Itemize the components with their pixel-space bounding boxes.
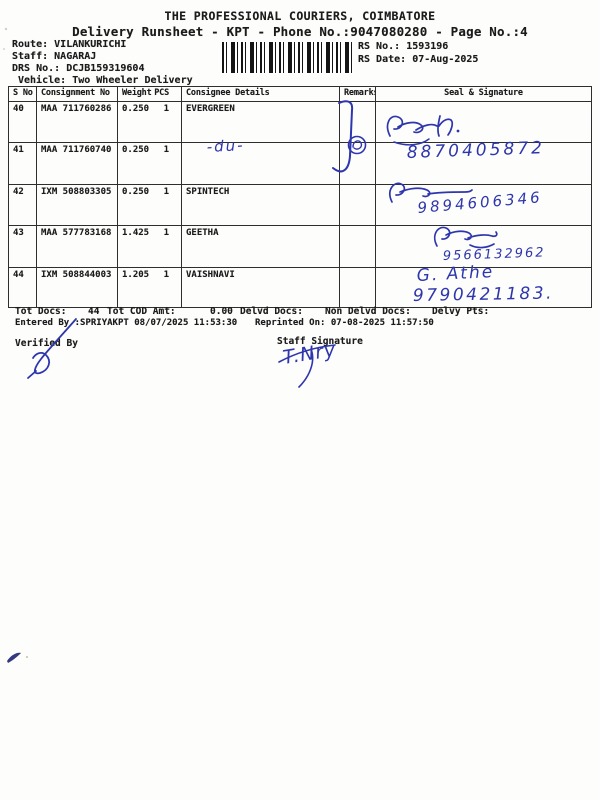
cell-consignment: IXM 508844003 (36, 267, 118, 308)
cell-weight-pcs: 1.425 1 (117, 225, 182, 268)
cell-seal-signature (375, 267, 592, 308)
cell-remarks (339, 267, 376, 308)
col-consignee: Consignee Details (181, 86, 340, 102)
ink-smudge-mark (7, 652, 21, 663)
staff-signature-label: Staff Signature (277, 336, 363, 347)
cell-remarks (339, 101, 376, 143)
col-weight: Weight (122, 88, 152, 98)
reprinted-on-text: Reprinted On: 07-08-2025 11:57:50 (255, 318, 434, 328)
cell-sno: 44 (8, 267, 37, 308)
cell-seal-signature (375, 225, 592, 268)
col-consignment: Consignment No (36, 86, 118, 102)
staff-signature-flourish (278, 344, 336, 388)
cell-pcs: 1 (163, 270, 169, 280)
col-weight-pcs: Weight PCS (117, 86, 182, 102)
staff-label: Staff: (12, 51, 49, 62)
scan-speck (26, 656, 28, 658)
cell-weight: 0.250 (122, 145, 150, 155)
cell-sno: 40 (8, 101, 37, 143)
cell-seal-signature (375, 101, 592, 143)
cell-consignee: EVERGREEN (181, 101, 340, 143)
cell-consignment: IXM 508803305 (36, 184, 118, 226)
cell-sno: 41 (8, 142, 37, 185)
cell-pcs: 1 (163, 187, 169, 197)
cell-weight-pcs: 1.205 1 (117, 267, 182, 308)
vehicle-value: Two Wheeler Delivery (72, 75, 193, 86)
col-seal-signature: Seal & Signature (375, 86, 592, 102)
rs-no-value: 1593196 (406, 41, 449, 52)
cell-seal-signature (375, 142, 592, 185)
cell-consignment: MAA 711760286 (36, 101, 118, 143)
cell-weight-pcs: 0.250 1 (117, 142, 182, 185)
cell-remarks (339, 142, 376, 185)
table-row: 42 IXM 508803305 0.250 1 SPINTECH (8, 184, 592, 226)
cell-consignee (181, 142, 340, 185)
cell-remarks (339, 225, 376, 268)
cell-sno: 43 (8, 225, 37, 268)
cell-pcs: 1 (163, 145, 169, 155)
table-row: 44 IXM 508844003 1.205 1 VAISHNAVI (8, 267, 592, 308)
tot-cod-value: 0.00 (210, 306, 233, 317)
cell-weight: 0.250 (122, 104, 150, 114)
vehicle-line: Vehicle: Two Wheeler Delivery (18, 75, 193, 86)
cell-consignment: MAA 577783168 (36, 225, 118, 268)
route-line: Route: VILANKURICHI (12, 39, 126, 50)
drs-value: DCJB159319604 (66, 63, 145, 74)
runsheet-subtitle: Delivery Runsheet - KPT - Phone No.:9047… (72, 24, 528, 39)
cell-weight-pcs: 0.250 1 (117, 184, 182, 226)
drs-label: DRS No.: (12, 63, 61, 74)
drs-line: DRS No.: DCJB159319604 (12, 63, 144, 74)
route-label: Route: (12, 39, 49, 50)
verified-by-label: Verified By (15, 338, 78, 349)
col-remarks: Remarks (339, 86, 376, 102)
delvd-docs-label: Delvd Docs: (240, 306, 303, 317)
col-sno: S No (8, 86, 37, 102)
cell-pcs: 1 (163, 228, 169, 238)
cell-weight: 1.425 (122, 228, 150, 238)
cell-weight: 1.205 (122, 270, 150, 280)
rs-date-line: RS Date: 07-Aug-2025 (358, 54, 478, 65)
company-title: THE PROFESSIONAL COURIERS, COIMBATORE (164, 9, 436, 23)
cell-weight-pcs: 0.250 1 (117, 101, 182, 143)
cell-consignee: VAISHNAVI (181, 267, 340, 308)
table-header-row: S No Consignment No Weight PCS Consignee … (8, 86, 592, 102)
staff-line: Staff: NAGARAJ (12, 51, 96, 62)
cell-remarks (339, 184, 376, 226)
entered-by-text: Entered By :SPRIYAKPT 08/07/2025 11:53:3… (15, 318, 238, 328)
rs-no-label: RS No.: (358, 41, 401, 52)
staff-value: NAGARAJ (54, 51, 97, 62)
entered-line: Entered By :SPRIYAKPT 08/07/2025 11:53:3… (0, 318, 600, 330)
cell-weight: 0.250 (122, 187, 150, 197)
cell-consignee: GEETHA (181, 225, 340, 268)
scan-speck (3, 48, 5, 50)
table-row: 41 MAA 711760740 0.250 1 (8, 142, 592, 185)
cell-seal-signature (375, 184, 592, 226)
barcode (221, 41, 354, 74)
table-row: 40 MAA 711760286 0.250 1 EVERGREEN (8, 101, 592, 143)
tot-cod-label: Tot COD Amt: (107, 306, 176, 317)
col-pcs: PCS (154, 88, 169, 98)
non-delvd-docs-label: Non Delvd Docs: (325, 306, 411, 317)
totals-line: Tot Docs: 44 Tot COD Amt: 0.00 Delvd Doc… (0, 306, 600, 318)
route-value: VILANKURICHI (54, 39, 127, 50)
rs-date-label: RS Date: (358, 54, 407, 65)
cell-consignee: SPINTECH (181, 184, 340, 226)
vehicle-label: Vehicle: (18, 75, 67, 86)
delvy-pts-label: Delvy Pts: (432, 306, 490, 317)
rs-date-value: 07-Aug-2025 (412, 54, 479, 65)
consignment-table: S No Consignment No Weight PCS Consignee … (8, 86, 592, 308)
table-row: 43 MAA 577783168 1.425 1 GEETHA (8, 225, 592, 268)
tot-docs-label: Tot Docs: (15, 306, 67, 317)
cell-sno: 42 (8, 184, 37, 226)
cell-consignment: MAA 711760740 (36, 142, 118, 185)
cell-pcs: 1 (163, 104, 169, 114)
tot-docs-value: 44 (88, 306, 100, 317)
rs-no-line: RS No.: 1593196 (358, 41, 448, 52)
